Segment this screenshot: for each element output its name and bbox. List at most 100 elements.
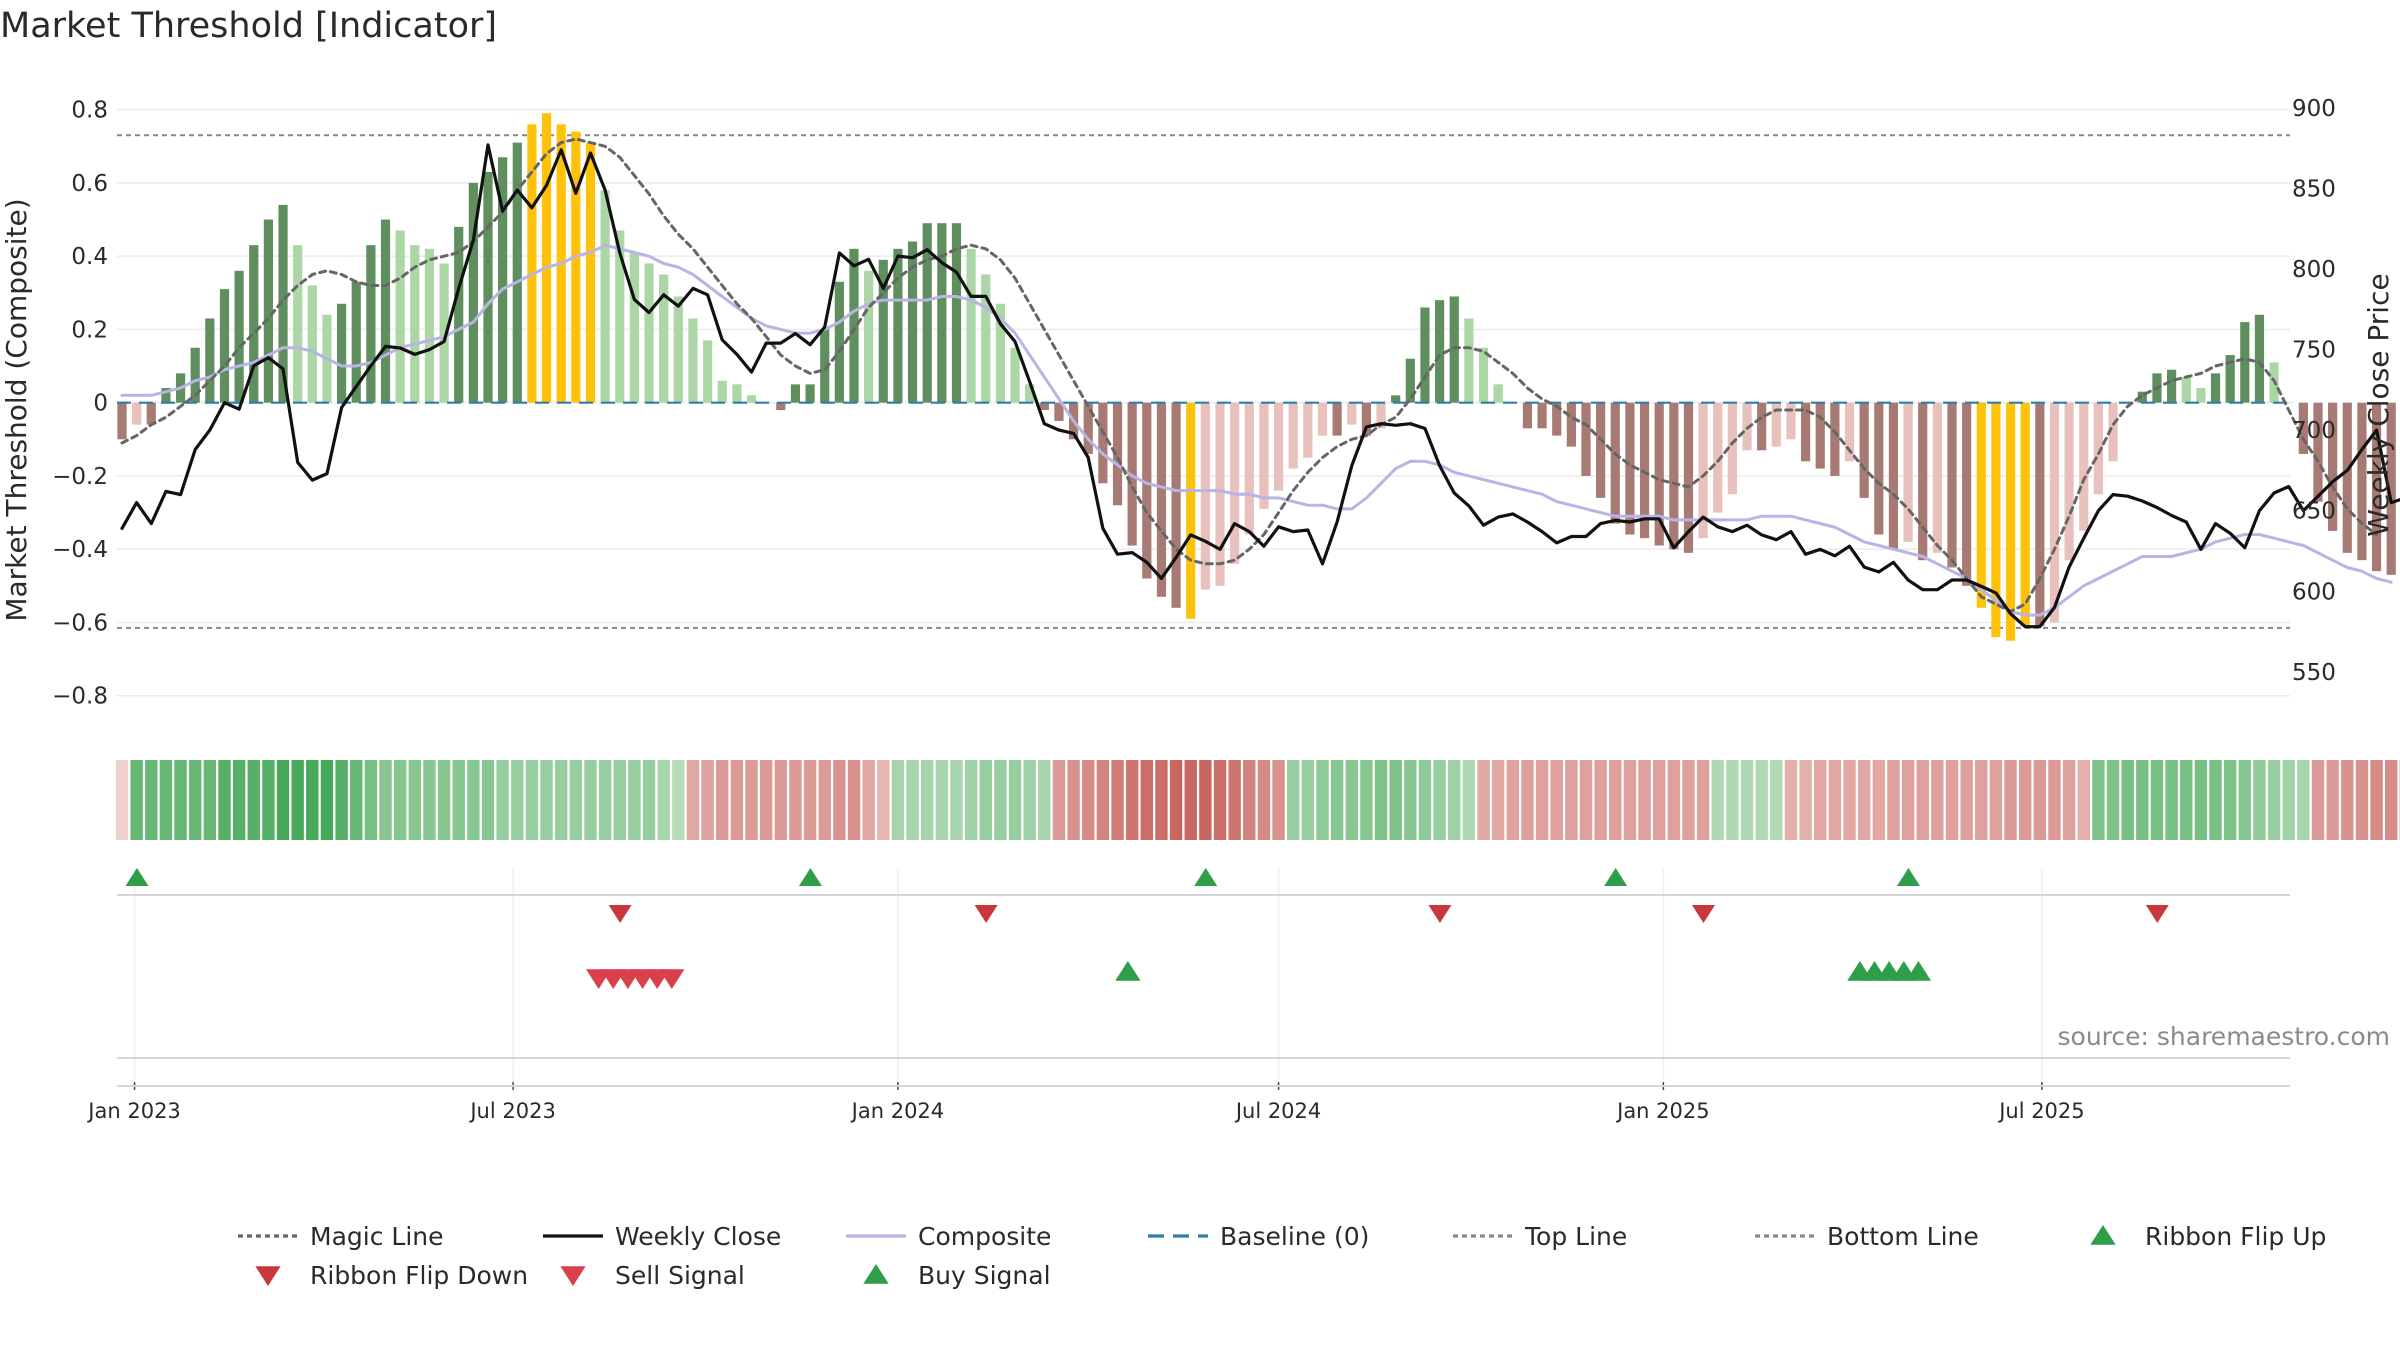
composite-bar — [1639, 402, 1650, 539]
composite-bar — [1010, 347, 1020, 403]
composite-bar — [2035, 402, 2045, 627]
composite-bar — [1288, 402, 1298, 469]
ribbon-segment — [1770, 760, 1783, 840]
ribbon-segment — [1931, 760, 1944, 840]
x-tick-label: Jul 2025 — [1997, 1099, 2084, 1123]
ribbon-segment — [1755, 760, 1768, 840]
ribbon-segment — [1052, 760, 1066, 840]
ribbon-segment — [598, 760, 612, 840]
composite-bar — [571, 131, 581, 403]
legend-label: Sell Signal — [615, 1261, 745, 1290]
composite-bar — [1698, 402, 1708, 539]
composite-bar — [1976, 402, 1986, 608]
ribbon-segment — [1535, 760, 1549, 840]
ribbon-segment — [730, 760, 744, 840]
ribbon-segment — [803, 760, 817, 840]
composite-bar — [2005, 402, 2016, 641]
legend-label: Top Line — [1524, 1222, 1627, 1251]
ribbon-segment — [335, 760, 348, 840]
ribbon-segment — [686, 760, 700, 840]
ribbon-segment — [906, 760, 919, 840]
ribbon-segment — [1550, 760, 1563, 840]
ribbon-segment — [1740, 760, 1754, 840]
composite-bar — [1215, 402, 1225, 586]
legend-item: Composite — [846, 1222, 1051, 1251]
composite-bar — [1112, 402, 1123, 506]
ribbon-segment — [555, 760, 568, 840]
ribbon-segment — [1477, 760, 1490, 840]
composite-bar — [673, 296, 683, 403]
ribbon-segment — [2121, 760, 2134, 840]
ribbon-segment — [1287, 760, 1300, 840]
ribbon-segment — [1140, 760, 1153, 840]
source-note: source: sharemaestro.com — [2058, 1022, 2391, 1051]
ribbon-segment — [1623, 760, 1637, 840]
ribbon-flip-down-marker — [974, 905, 998, 923]
ribbon-flip-up-marker — [1194, 868, 1218, 886]
ribbon-segment — [1374, 760, 1388, 840]
composite-bar — [1786, 402, 1796, 440]
composite-bar — [1361, 402, 1371, 436]
ribbon-segment — [320, 760, 334, 840]
ribbon-segment — [1272, 760, 1285, 840]
ribbon-segment — [672, 760, 685, 840]
composite-bar — [629, 252, 639, 403]
ribbon-segment — [862, 760, 875, 840]
composite-bar — [1464, 318, 1474, 403]
ribbon-segment — [115, 760, 129, 840]
composite-bar — [776, 402, 786, 410]
ribbon-flip-up-marker — [125, 868, 149, 886]
ribbon-segment — [1609, 760, 1622, 840]
composite-bar — [541, 113, 552, 403]
composite-bar — [498, 157, 508, 403]
legend-label: Baseline (0) — [1220, 1222, 1369, 1251]
y2-tick-label: 600 — [2292, 579, 2336, 605]
composite-bar — [2167, 369, 2177, 403]
composite-bar — [395, 230, 405, 403]
ribbon-segment — [2385, 760, 2398, 840]
ribbon-segment — [1784, 760, 1798, 840]
composite-bar — [615, 230, 625, 403]
composite-bar — [951, 223, 962, 403]
ribbon-segment — [452, 760, 465, 840]
ribbon-segment — [1799, 760, 1812, 840]
composite-bar — [2210, 373, 2221, 403]
legend-swatch — [560, 1266, 586, 1286]
ribbon-segment — [2136, 760, 2149, 840]
composite-bar — [1478, 347, 1489, 403]
ribbon-segment — [818, 760, 831, 840]
ribbon-segment — [262, 760, 275, 840]
ribbon-segment — [1814, 760, 1827, 840]
y-tick-label: 0 — [93, 391, 108, 417]
composite-bar — [293, 245, 303, 403]
ribbon-segment — [2180, 760, 2193, 840]
legend-item: Weekly Close — [543, 1222, 781, 1251]
ribbon-segment — [2326, 760, 2339, 840]
ribbon-segment — [1404, 760, 1417, 840]
composite-bar — [1420, 307, 1430, 403]
ribbon-segment — [1506, 760, 1519, 840]
composite-bar — [454, 226, 464, 403]
ribbon-segment — [467, 760, 480, 840]
y2-tick-label: 550 — [2292, 660, 2336, 686]
y2-tick-label: 900 — [2292, 96, 2336, 122]
ribbon-segment — [994, 760, 1007, 840]
y-axis-title: Market Threshold (Composite) — [0, 198, 33, 621]
ribbon-segment — [1257, 760, 1271, 840]
ribbon-segment — [1111, 760, 1124, 840]
composite-bar — [117, 402, 127, 440]
composite-bar — [2240, 322, 2250, 403]
ribbon-flip-up-marker — [1604, 868, 1628, 886]
composite-bar — [878, 259, 888, 403]
composite-bar — [2049, 402, 2060, 623]
ribbon-segment — [2267, 760, 2281, 840]
composite-bar — [1200, 402, 1210, 590]
composite-bar — [1405, 358, 1415, 403]
ribbon-segment — [481, 760, 495, 840]
composite-bar — [688, 318, 698, 403]
composite-bar — [1376, 402, 1386, 429]
ribbon-segment — [2092, 760, 2105, 840]
composite-bar — [219, 289, 230, 403]
x-tick-label: Jan 2024 — [850, 1099, 945, 1123]
